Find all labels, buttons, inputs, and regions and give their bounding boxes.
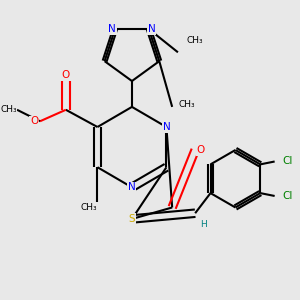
Text: O: O xyxy=(62,70,70,80)
Text: Cl: Cl xyxy=(282,191,293,201)
Text: CH₃: CH₃ xyxy=(80,203,97,212)
Text: CH₃: CH₃ xyxy=(0,105,17,114)
Text: H: H xyxy=(200,220,207,229)
Text: N: N xyxy=(128,182,136,192)
Text: Cl: Cl xyxy=(282,157,293,166)
Text: N: N xyxy=(108,24,116,34)
Text: S: S xyxy=(129,214,135,224)
Text: O: O xyxy=(30,116,38,126)
Text: N: N xyxy=(148,24,156,34)
Text: CH₃: CH₃ xyxy=(178,100,195,109)
Text: N: N xyxy=(163,122,170,132)
Text: CH₃: CH₃ xyxy=(187,36,203,45)
Text: O: O xyxy=(197,145,205,155)
